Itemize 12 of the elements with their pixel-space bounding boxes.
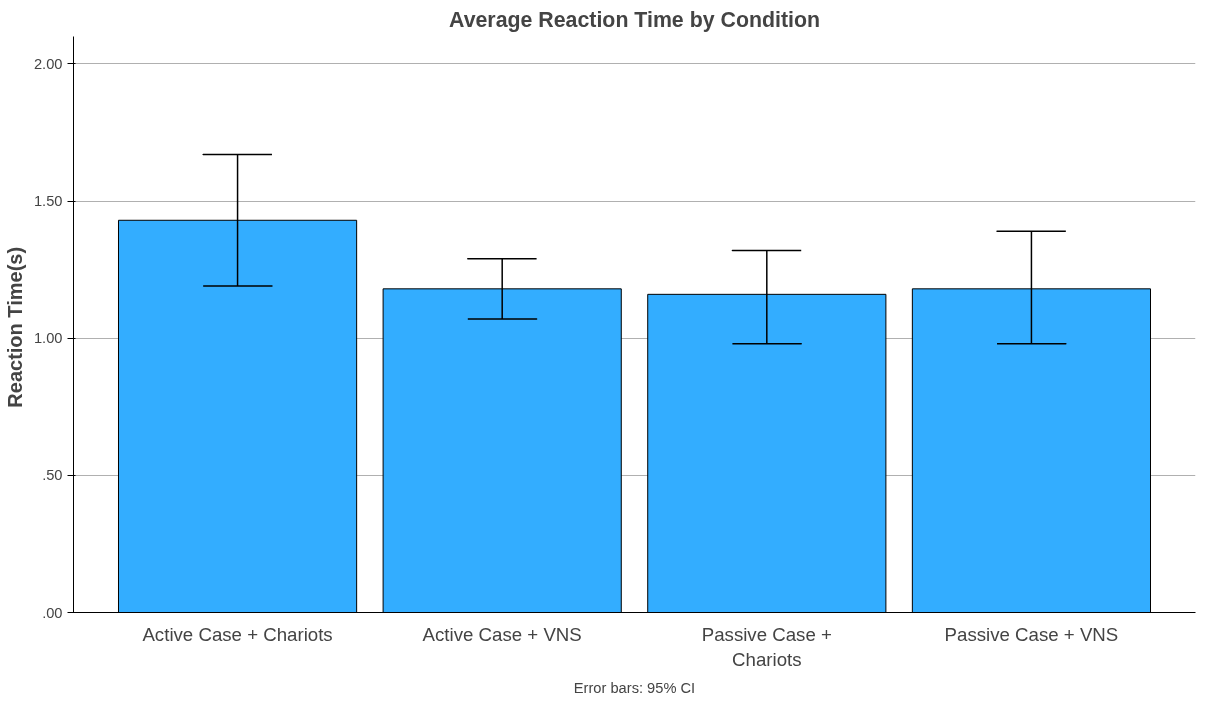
- y-tick-label: 2.00: [33, 55, 63, 72]
- x-tick-label: Active Case + Chariots: [142, 623, 333, 645]
- y-tick-label: 1.50: [33, 193, 63, 210]
- y-tick-label: .50: [42, 467, 63, 484]
- y-axis-title: Reaction Time(s): [3, 246, 26, 408]
- y-tick-label: 1.00: [33, 330, 63, 347]
- x-tick-label: Passive Case + VNS: [944, 623, 1119, 645]
- text: Error bars: 95% CI: [573, 679, 696, 696]
- chart-title: Average Reaction Time by Condition: [449, 7, 820, 32]
- x-tick-label: Active Case + VNS: [422, 623, 582, 645]
- y-tick-label: .00: [42, 604, 63, 621]
- x-tick-label: Passive Case + Chariots: [701, 623, 832, 670]
